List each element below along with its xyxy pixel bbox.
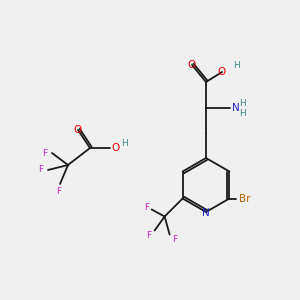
Text: N: N (202, 208, 210, 218)
Text: O: O (188, 60, 196, 70)
Text: F: F (56, 187, 61, 196)
Text: O: O (111, 143, 119, 153)
Text: F: F (38, 166, 43, 175)
Text: H: H (240, 109, 246, 118)
Text: F: F (172, 235, 177, 244)
Text: H: H (234, 61, 240, 70)
Text: F: F (146, 231, 151, 240)
Text: F: F (144, 203, 149, 212)
Text: F: F (42, 148, 47, 158)
Text: H: H (121, 139, 128, 148)
Text: O: O (74, 125, 82, 135)
Text: N: N (232, 103, 240, 113)
Text: O: O (218, 67, 226, 77)
Text: Br: Br (239, 194, 251, 203)
Text: H: H (240, 98, 246, 107)
